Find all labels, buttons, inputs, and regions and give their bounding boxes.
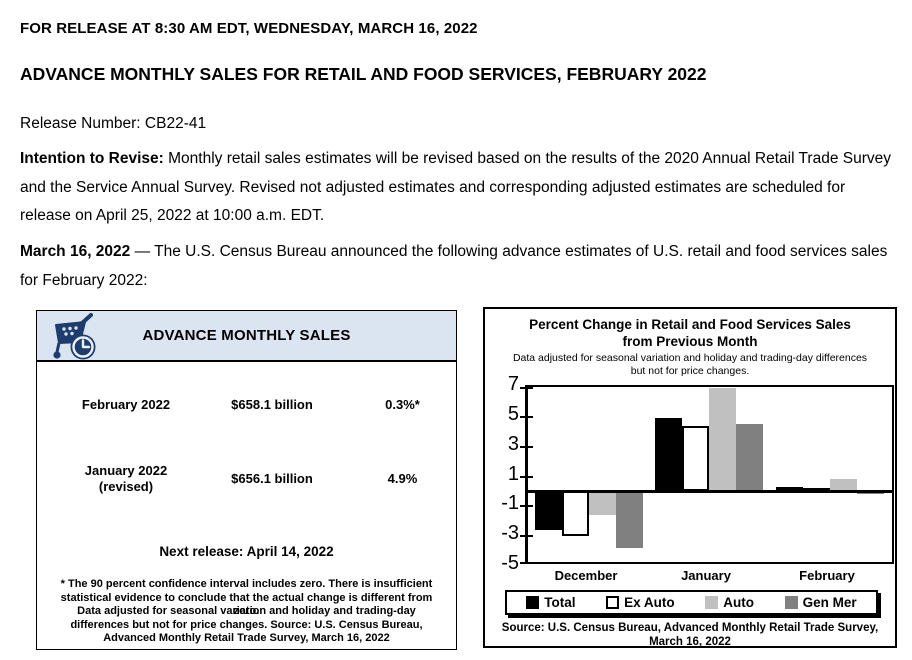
y-tick [520,445,533,448]
zero-axis-line [528,489,892,493]
legend-label: Auto [723,595,755,610]
bar-total-december [535,491,562,531]
x-category-label-december: December [554,568,618,583]
y-tick [520,562,533,564]
y-tick-label: -1 [501,492,519,515]
bar-auto-january [709,388,736,492]
sales-row-pct: 0.3%* [385,397,420,412]
confidence-footnote: * The 90 percent confidence interval inc… [60,578,433,617]
bar-ex-auto-december [562,491,589,537]
intention-label: Intention to Revise: [20,150,164,167]
bar-auto-february [830,479,857,492]
for-release-line: FOR RELEASE AT 8:30 AM EDT, WEDNESDAY, M… [20,20,478,37]
chart-title: Percent Change in Retail and Food Servic… [529,317,851,349]
y-tick [520,535,533,538]
cart-clock-icon [53,313,96,360]
sales-box-header: ADVANCE MONTHLY SALES [37,311,456,362]
y-tick-label: 7 [507,373,519,395]
chart-plot [520,385,894,564]
chart-source: Source: U.S. Census Bureau, Advanced Mon… [501,622,879,648]
y-tick [520,475,533,478]
y-tick-label: -5 [501,552,519,574]
announcement-text: — The U.S. Census Bureau announced the f… [20,243,888,289]
legend-swatch [784,596,798,609]
source-footnote: Data adjusted for seasonal variation and… [70,605,423,644]
y-tick [520,387,533,389]
y-tick-label: 5 [507,402,519,425]
legend-item-auto: Auto [705,595,754,610]
sales-box-title: ADVANCE MONTHLY SALES [142,327,351,344]
next-release-line: Next release: April 14, 2022 [159,544,334,559]
sales-row-january: January 2022 (revised) $656.1 billion 4.9… [55,463,458,495]
sales-row-value: $656.1 billion [231,471,313,486]
announcement-date-label: March 16, 2022 [20,243,131,260]
legend-label: Gen Mer [802,595,857,610]
chart-subtitle: Data adjusted for seasonal variation and… [512,352,868,377]
y-tick-label: 1 [507,462,519,485]
legend-swatch [606,596,620,609]
legend-label: Ex Auto [624,595,675,610]
legend-swatch [705,596,719,609]
bar-total-january [655,418,682,492]
announcement-paragraph: March 16, 2022 — The U.S. Census Bureau … [20,238,900,295]
percent-change-chart-box: Percent Change in Retail and Food Servic… [483,307,897,648]
bar-auto-december [589,491,616,516]
bar-ex-auto-january [682,425,709,492]
y-tick-label: 3 [507,432,519,455]
y-tick [520,415,533,418]
sales-row-label: February 2022 [81,397,171,412]
sales-row-february: February 2022 $658.1 billion 0.3%* [55,397,458,413]
bar-total-february [776,486,803,492]
y-tick [520,505,533,508]
x-category-label-february: February [799,568,855,583]
intention-text: Monthly retail sales estimates will be r… [20,150,891,224]
page-title: ADVANCE MONTHLY SALES FOR RETAIL AND FOO… [20,64,707,84]
sales-row-label: January 2022 (revised) [84,463,168,494]
legend-item-total: Total [526,595,576,610]
legend-item-ex-auto: Ex Auto [606,595,675,610]
legend-swatch [526,596,540,609]
x-category-label-january: January [681,568,731,583]
legend-item-gen-mer: Gen Mer [784,595,857,610]
sales-row-pct: 4.9% [387,471,418,486]
bar-gen-mer-december [616,491,643,549]
chart-legend: Total Ex Auto Auto Gen Mer [505,590,878,615]
y-tick-label: -3 [501,522,519,545]
release-number: Release Number: CB22-41 [20,115,207,132]
bar-gen-mer-january [736,424,763,492]
legend-label: Total [544,595,576,610]
sales-row-value: $658.1 billion [231,397,313,412]
advance-monthly-sales-box: ADVANCE MONTHLY SALES February 2022 $658… [36,310,457,650]
intention-paragraph: Intention to Revise: Monthly retail sale… [20,145,900,231]
